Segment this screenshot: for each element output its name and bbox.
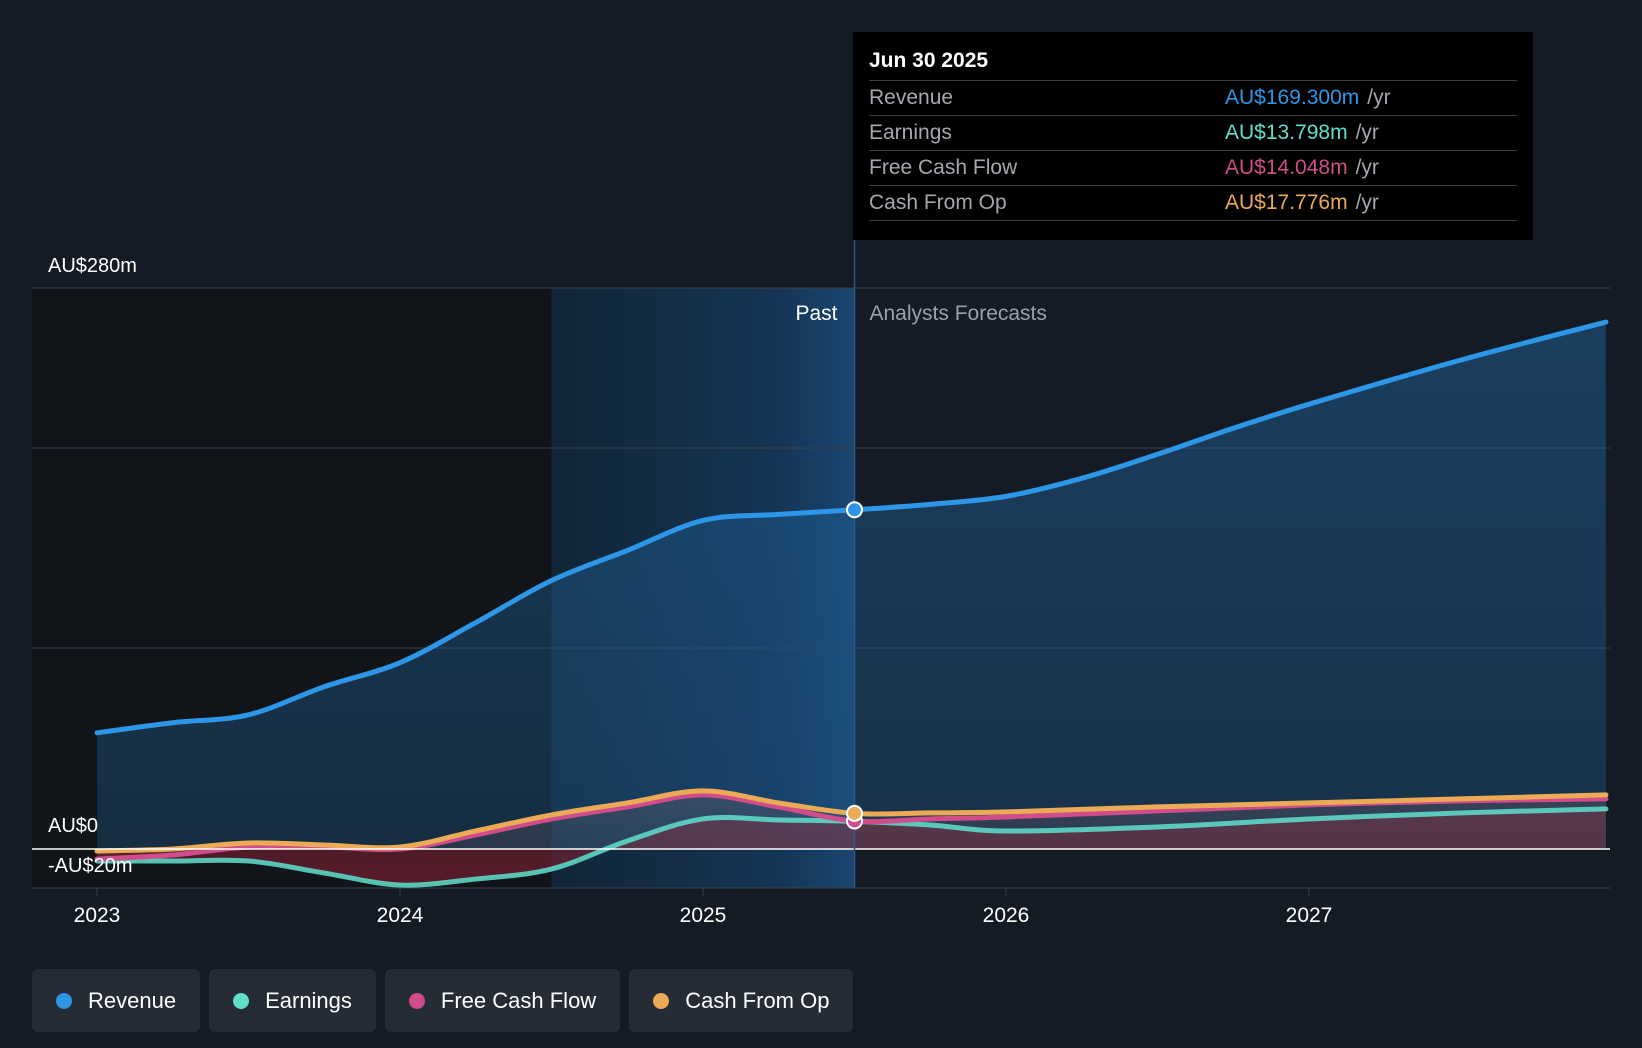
tooltip-label: Cash From Op <box>869 191 1007 214</box>
legend-dot-icon <box>653 992 670 1009</box>
tooltip-label: Free Cash Flow <box>869 156 1018 179</box>
legend-label: Free Cash Flow <box>440 987 597 1013</box>
legend-item-free-cash-flow[interactable]: Free Cash Flow <box>384 969 621 1032</box>
tooltip-unit: /yr <box>1355 191 1379 214</box>
earnings-line <box>94 806 1609 888</box>
tooltip-value: AU$17.776m <box>1225 191 1348 214</box>
tooltip-row-earnings: Earnings AU$13.798m/yr <box>869 115 1517 150</box>
tooltip-row-free-cash-flow: Free Cash Flow AU$14.048m/yr <box>869 150 1517 185</box>
revenue-marker <box>846 501 863 519</box>
legend-dot-icon <box>233 992 250 1009</box>
legend-item-earnings[interactable]: Earnings <box>209 969 376 1032</box>
tooltip-row-revenue: Revenue AU$169.300m/yr <box>869 80 1517 115</box>
legend-item-revenue[interactable]: Revenue <box>32 969 201 1032</box>
x-tick-label-2023: 2023 <box>74 904 121 927</box>
legend-dot-icon <box>56 992 72 1009</box>
x-tick-label-2027: 2027 <box>1286 904 1333 927</box>
cash-from-op-marker <box>846 804 863 822</box>
tooltip-label: Earnings <box>869 121 952 144</box>
tooltip-date: Jun 30 2025 <box>869 49 989 72</box>
tooltip: Jun 30 2025 Revenue AU$169.300m/yr Earning… <box>853 32 1533 240</box>
legend: Revenue Earnings Free Cash Flow Cash From O… <box>32 969 854 1032</box>
legend-label: Cash From Op <box>685 987 830 1013</box>
legend-label: Revenue <box>88 987 177 1013</box>
x-tick-label-2024: 2024 <box>377 904 424 927</box>
tooltip-value: AU$169.300m <box>1225 86 1360 109</box>
tooltip-label: Revenue <box>869 86 954 109</box>
x-tick-label-2025: 2025 <box>680 904 727 927</box>
legend-item-cash-from-op[interactable]: Cash From Op <box>629 969 854 1032</box>
legend-label: Earnings <box>265 987 352 1013</box>
forecast-label: Analysts Forecasts <box>870 302 1047 325</box>
past-label: Past <box>795 302 837 325</box>
revenue-line <box>94 319 1609 736</box>
y-label-bottom: -AU$20m <box>48 855 132 877</box>
tooltip-value: AU$14.048m <box>1225 156 1348 179</box>
tooltip-unit: /yr <box>1355 121 1379 144</box>
revenue-area <box>97 322 1606 850</box>
y-label-zero: AU$0 <box>48 815 98 837</box>
x-tick-label-2026: 2026 <box>983 904 1030 927</box>
y-label-top: AU$280m <box>48 255 137 277</box>
legend-dot-icon <box>408 992 425 1009</box>
tooltip-unit: /yr <box>1367 86 1391 109</box>
tooltip-unit: /yr <box>1355 156 1379 179</box>
tooltip-row-cash-from-op: Cash From Op AU$17.776m/yr <box>869 185 1517 221</box>
cash-from-op-line <box>94 788 1609 854</box>
tooltip-value: AU$13.798m <box>1225 121 1348 144</box>
